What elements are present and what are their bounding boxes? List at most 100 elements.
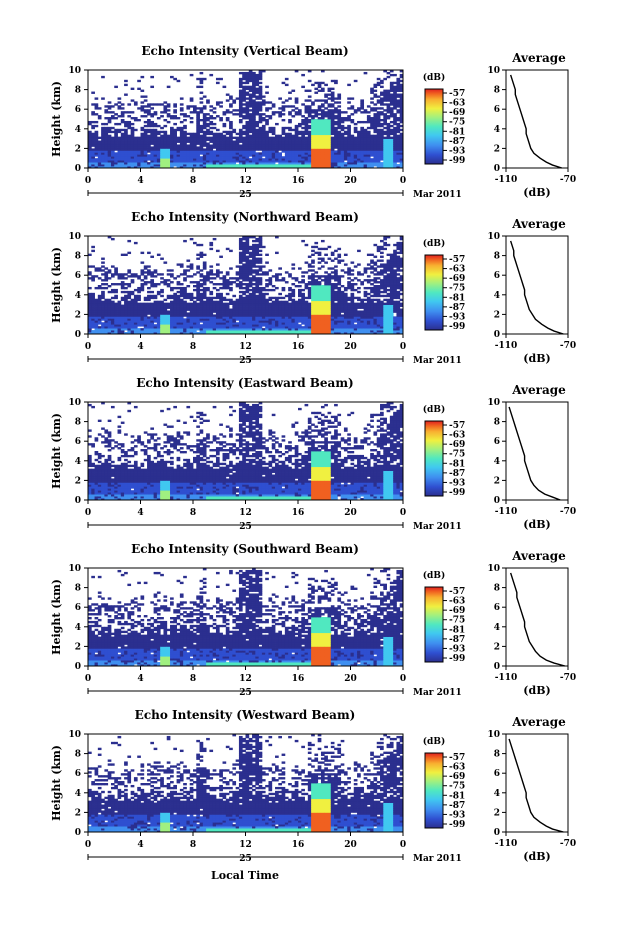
heatmap-cell: [120, 314, 125, 317]
heatmap-cell: [383, 122, 387, 126]
profile-x-tick-label: -70: [560, 175, 576, 185]
heatmap-cell: [153, 103, 158, 106]
heatmap-cell: [97, 312, 102, 315]
heatmap-cell: [261, 164, 266, 167]
heatmap-cell: [147, 158, 151, 161]
heatmap-cell: [320, 138, 325, 141]
heatmap-cell: [373, 146, 378, 149]
heatmap-cell: [147, 120, 151, 124]
heatmap-cell: [143, 99, 148, 102]
heatmap-cell: [110, 312, 115, 315]
heatmap-cell: [104, 308, 109, 311]
heatmap-cell: [166, 120, 171, 124]
heatmap-cell: [360, 136, 365, 139]
heatmap-cell: [215, 269, 220, 272]
heatmap-cell: [140, 316, 145, 319]
heatmap-cell: [209, 126, 214, 130]
heatmap-cell: [130, 312, 135, 315]
heatmap-cell: [337, 162, 342, 165]
heatmap-cell: [219, 140, 223, 143]
heatmap-cell: [170, 154, 174, 157]
heatmap-cell: [179, 156, 184, 159]
heatmap-cell: [347, 130, 351, 134]
heatmap-cell: [133, 316, 138, 319]
heatmap-cell: [170, 142, 174, 145]
heatmap-cell: [245, 146, 250, 149]
heatmap-cell: [294, 101, 299, 104]
heatmap-cell: [284, 166, 289, 169]
heatmap-cell: [386, 162, 391, 165]
heatmap-cell: [311, 109, 315, 112]
heatmap-cell: [307, 158, 312, 161]
heatmap-cell: [291, 105, 296, 108]
heatmap-cell: [252, 103, 256, 106]
heatmap-cell: [166, 310, 171, 313]
heatmap-cell: [101, 154, 105, 157]
heatmap-cell: [275, 286, 279, 290]
heatmap-cell: [88, 160, 92, 163]
heatmap-cell: [110, 314, 115, 317]
heatmap-cell: [298, 285, 302, 288]
heatmap-cell: [133, 158, 138, 161]
heatmap-cell: [317, 105, 322, 108]
heatmap-cell: [386, 158, 391, 161]
heatmap-cell: [107, 277, 112, 280]
heatmap-cell: [275, 144, 279, 147]
heatmap-cell: [127, 154, 132, 157]
heatmap-cell: [330, 105, 335, 108]
heatmap-cell: [353, 160, 358, 163]
heatmap-cell: [153, 328, 158, 331]
heatmap-cell: [327, 142, 332, 145]
heatmap-cell: [94, 310, 99, 313]
heatmap-cell: [202, 122, 207, 126]
heatmap-cell: [140, 146, 145, 149]
heatmap-cell: [238, 71, 243, 75]
heatmap-cell: [91, 158, 95, 161]
heatmap-cell: [196, 154, 200, 157]
heatmap-cell: [353, 109, 358, 112]
heatmap-cell: [281, 162, 286, 165]
heatmap-cell: [258, 265, 263, 268]
heatmap-cell: [196, 148, 200, 151]
heatmap-cell: [202, 120, 207, 124]
heatmap-cell: [311, 152, 315, 155]
heatmap-cell: [376, 146, 381, 149]
heatmap-cell: [343, 152, 348, 155]
heatmap-cell: [153, 122, 158, 126]
heatmap-cell: [353, 128, 358, 132]
heatmap-cell: [298, 156, 302, 159]
heatmap-cell: [278, 115, 282, 118]
heatmap-cell: [143, 158, 148, 161]
heatmap-cell: [104, 328, 109, 331]
heatmap-cell: [343, 140, 348, 143]
heatmap-cell: [370, 101, 374, 104]
heatmap-cell: [170, 130, 174, 134]
heatmap-cell: [160, 158, 164, 161]
heatmap-cell: [104, 111, 109, 114]
heatmap-cell: [127, 251, 132, 255]
heatmap-cell: [212, 134, 217, 138]
heatmap-cell: [248, 101, 253, 104]
heatmap-cell: [179, 273, 184, 276]
heatmap-cell: [245, 140, 250, 143]
heatmap-cell: [104, 128, 109, 132]
heatmap-cell: [101, 328, 105, 331]
heatmap-cell: [307, 150, 312, 153]
heatmap-cell: [340, 275, 345, 278]
heatmap-cell: [137, 162, 141, 165]
profile-title: Average: [511, 51, 566, 65]
heatmap-cell: [166, 115, 171, 118]
heatmap-cell: [376, 111, 381, 114]
heatmap-cell: [127, 324, 132, 327]
heatmap-cell: [370, 87, 374, 90]
heatmap-cell: [189, 166, 194, 169]
heatmap-cell: [298, 152, 302, 155]
heatmap-cell: [386, 146, 391, 149]
heatmap-cell: [104, 326, 109, 329]
heatmap-cell: [156, 330, 161, 333]
heatmap-cell: [324, 124, 328, 128]
heatmap-cell: [186, 105, 191, 108]
heatmap-cell: [88, 300, 92, 304]
heatmap-cell: [202, 105, 207, 108]
heatmap-cell: [265, 120, 269, 124]
